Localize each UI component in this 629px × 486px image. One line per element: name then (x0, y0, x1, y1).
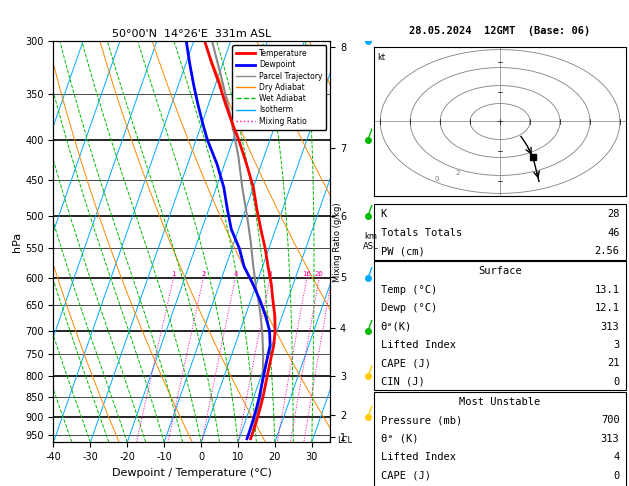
Text: 313: 313 (601, 434, 620, 444)
Text: kt: kt (377, 52, 386, 62)
Text: 2: 2 (455, 171, 460, 176)
Text: Most Unstable: Most Unstable (459, 397, 541, 407)
Text: 8: 8 (268, 271, 272, 277)
Text: Mixing Ratio (g/kg): Mixing Ratio (g/kg) (333, 202, 342, 281)
Text: 2: 2 (201, 271, 206, 277)
Text: PW (cm): PW (cm) (381, 246, 425, 256)
Text: K: K (381, 209, 387, 219)
Title: 50°00'N  14°26'E  331m ASL: 50°00'N 14°26'E 331m ASL (112, 29, 272, 39)
Text: 46: 46 (607, 228, 620, 238)
Text: 4: 4 (613, 452, 620, 462)
Text: 28: 28 (607, 209, 620, 219)
Y-axis label: hPa: hPa (13, 232, 23, 252)
Text: CAPE (J): CAPE (J) (381, 359, 430, 368)
Text: Lifted Index: Lifted Index (381, 340, 455, 350)
Text: 20: 20 (315, 271, 324, 277)
Text: 3: 3 (613, 340, 620, 350)
Text: Surface: Surface (478, 266, 522, 276)
X-axis label: Dewpoint / Temperature (°C): Dewpoint / Temperature (°C) (112, 468, 272, 478)
Text: Temp (°C): Temp (°C) (381, 285, 437, 295)
Text: 0: 0 (613, 471, 620, 481)
Text: 0: 0 (613, 377, 620, 387)
Text: 16: 16 (303, 271, 311, 277)
Text: Dewp (°C): Dewp (°C) (381, 303, 437, 313)
Text: 13.1: 13.1 (594, 285, 620, 295)
Text: 12.1: 12.1 (594, 303, 620, 313)
Text: 313: 313 (601, 322, 620, 331)
Text: 700: 700 (601, 416, 620, 425)
Text: 28.05.2024  12GMT  (Base: 06): 28.05.2024 12GMT (Base: 06) (409, 26, 591, 36)
Text: LCL: LCL (337, 436, 352, 445)
Text: θᵊ (K): θᵊ (K) (381, 434, 418, 444)
Y-axis label: km
ASL: km ASL (364, 232, 379, 251)
Text: 4: 4 (233, 271, 238, 277)
Text: θᵊ(K): θᵊ(K) (381, 322, 412, 331)
Text: 0: 0 (434, 176, 438, 182)
Text: 1: 1 (172, 271, 176, 277)
Text: 21: 21 (607, 359, 620, 368)
Text: Totals Totals: Totals Totals (381, 228, 462, 238)
Text: Pressure (mb): Pressure (mb) (381, 416, 462, 425)
Text: CIN (J): CIN (J) (381, 377, 425, 387)
Text: CAPE (J): CAPE (J) (381, 471, 430, 481)
Legend: Temperature, Dewpoint, Parcel Trajectory, Dry Adiabat, Wet Adiabat, Isotherm, Mi: Temperature, Dewpoint, Parcel Trajectory… (232, 45, 326, 129)
Text: 2.56: 2.56 (594, 246, 620, 256)
Text: Lifted Index: Lifted Index (381, 452, 455, 462)
